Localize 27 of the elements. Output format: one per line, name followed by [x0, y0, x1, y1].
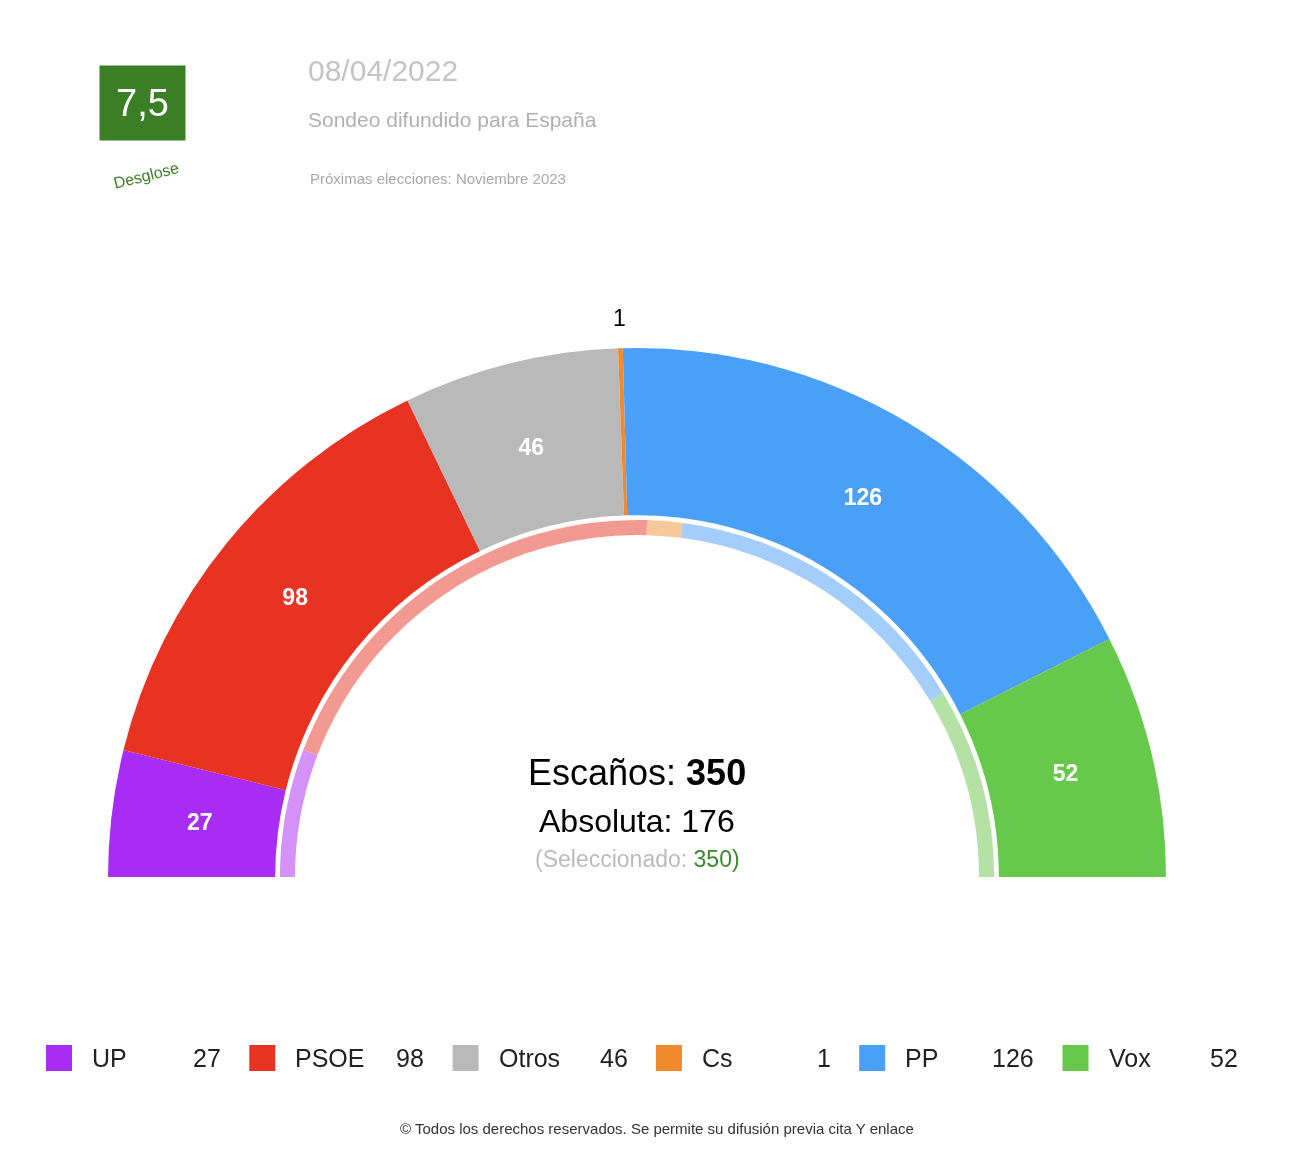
text: 126: [992, 1044, 1034, 1072]
data-label: 1: [613, 304, 626, 331]
legend-label: PP: [905, 1044, 939, 1072]
text: Escaños: 350: [528, 752, 747, 793]
text: (Seleccionado: 350): [535, 846, 740, 872]
text: Absoluta: 176: [539, 803, 735, 839]
data-label: 98: [282, 584, 309, 611]
data-label: 52: [1052, 759, 1079, 786]
text: 27: [193, 1044, 221, 1072]
text: 7,5: [116, 82, 169, 124]
text: © Todos los derechos reservados. Se permite su difusión previa cita Y enlace: [400, 1120, 914, 1137]
data-label: 46: [518, 434, 545, 461]
chart-title: 08/04/2022: [308, 53, 459, 87]
legend-label: PSOE: [295, 1044, 365, 1072]
text: Próximas elecciones: Noviembre 2023: [310, 170, 566, 187]
data-label: 126: [843, 483, 883, 510]
legend-label: Cs: [702, 1044, 733, 1072]
chart-subtitle: Sondeo difundido para España: [308, 108, 597, 132]
text: 98: [396, 1044, 424, 1072]
legend-label: UP: [92, 1044, 127, 1072]
text: 52: [1210, 1044, 1238, 1072]
data-label: 27: [187, 808, 213, 835]
text: 1: [817, 1044, 831, 1072]
text: 46: [600, 1044, 628, 1072]
legend-label: Vox: [1109, 1044, 1152, 1072]
text: Desglose: [111, 159, 181, 192]
legend-label: Otros: [499, 1044, 561, 1072]
